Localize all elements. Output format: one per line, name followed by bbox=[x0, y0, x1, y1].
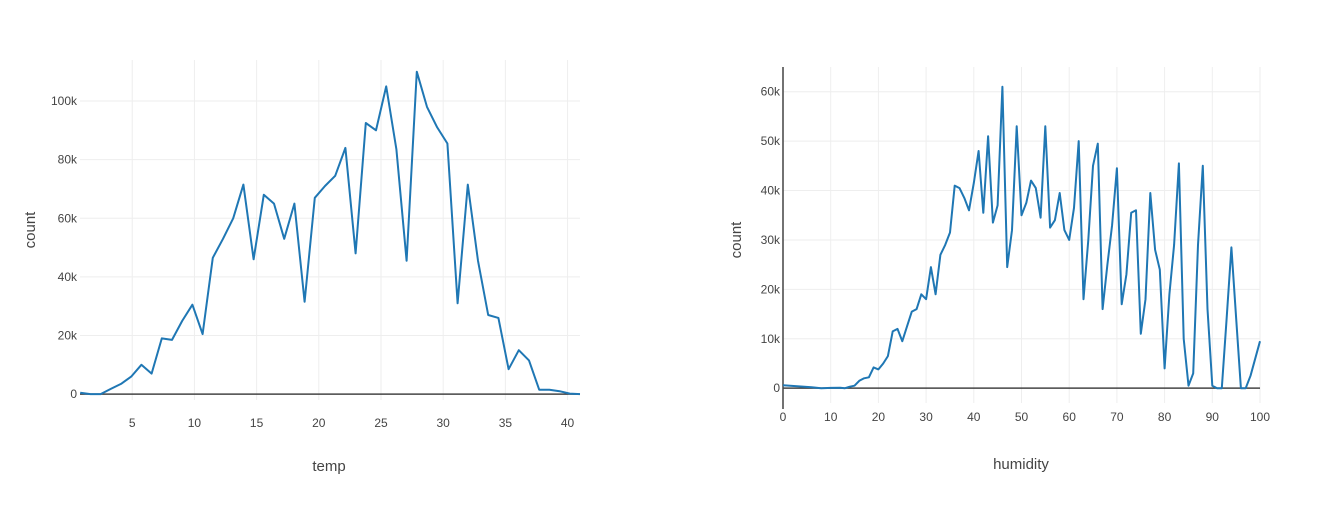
x-tick-label: 35 bbox=[499, 416, 513, 430]
x-tick-label: 60 bbox=[1063, 410, 1077, 424]
x-tick-label: 40 bbox=[967, 410, 981, 424]
x-axis-title: humidity bbox=[993, 456, 1049, 473]
x-tick-label: 5 bbox=[129, 416, 136, 430]
y-tick-label: 40k bbox=[58, 270, 78, 284]
x-tick-label: 10 bbox=[824, 410, 838, 424]
x-tick-label: 30 bbox=[919, 410, 933, 424]
y-tick-label: 60k bbox=[761, 85, 781, 99]
x-tick-label: 15 bbox=[250, 416, 264, 430]
y-axis-title: count bbox=[728, 221, 745, 259]
x-tick-label: 100 bbox=[1250, 410, 1270, 424]
y-tick-label: 40k bbox=[761, 184, 781, 198]
y-tick-label: 100k bbox=[51, 94, 78, 108]
x-tick-label: 0 bbox=[780, 410, 787, 424]
x-tick-label: 80 bbox=[1158, 410, 1172, 424]
humidity-count-chart: 0 10 20 30 40 50 60 70 80 90 100 0 10k 20k 30k 40k 50k 6… bbox=[728, 67, 1270, 473]
x-tick-label: 20 bbox=[872, 410, 886, 424]
temp-count-line bbox=[80, 70, 581, 396]
x-tick-label: 40 bbox=[561, 416, 575, 430]
y-tick-label: 20k bbox=[58, 329, 78, 343]
y-tick-label: 10k bbox=[761, 332, 781, 346]
x-tick-label: 90 bbox=[1206, 410, 1220, 424]
humidity-count-line bbox=[782, 85, 1261, 390]
y-tick-label: 80k bbox=[58, 153, 78, 167]
x-tick-label: 50 bbox=[1015, 410, 1029, 424]
y-tick-label: 30k bbox=[761, 233, 781, 247]
y-tick-label: 20k bbox=[761, 282, 781, 296]
x-tick-label: 25 bbox=[374, 416, 388, 430]
x-tick-label: 70 bbox=[1110, 410, 1124, 424]
x-axis-title: temp bbox=[312, 458, 345, 475]
temp-count-chart: 5 10 15 20 25 30 35 40 0 20k 40k 60k 80k 100k temp c… bbox=[22, 60, 581, 475]
y-tick-label: 50k bbox=[761, 134, 781, 148]
y-tick-label: 0 bbox=[773, 381, 780, 395]
x-tick-label: 20 bbox=[312, 416, 326, 430]
y-axis-title: count bbox=[22, 211, 39, 249]
x-tick-label: 30 bbox=[437, 416, 451, 430]
x-tick-label: 10 bbox=[188, 416, 202, 430]
y-tick-label: 60k bbox=[58, 211, 78, 225]
y-tick-label: 0 bbox=[70, 387, 77, 401]
